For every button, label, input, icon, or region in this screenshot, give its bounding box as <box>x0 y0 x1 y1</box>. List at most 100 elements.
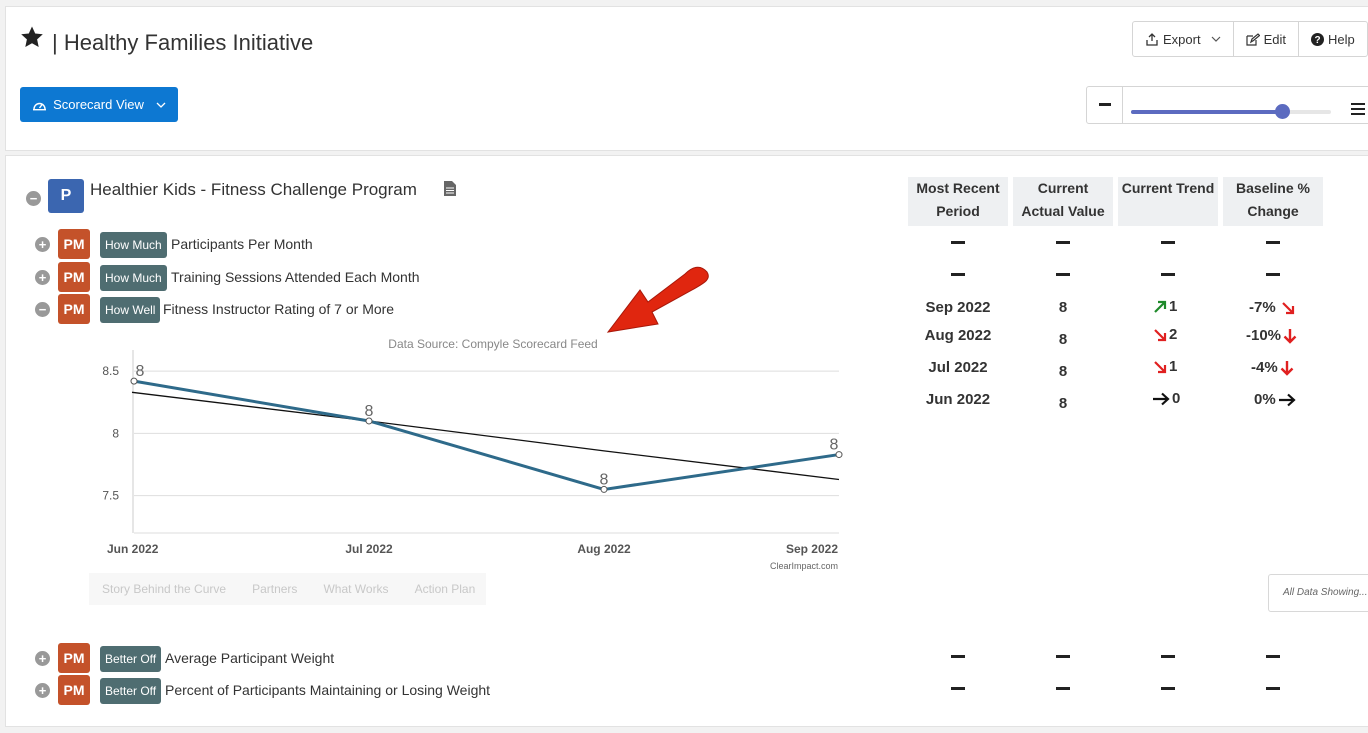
pm-badge: PM <box>58 262 90 292</box>
all-data-showing-button[interactable]: All Data Showing... <box>1268 574 1368 612</box>
chevron-down-icon <box>156 102 166 108</box>
period-cell: Sep 2022 <box>925 299 991 316</box>
baseline-cell: 0% <box>1254 391 1296 408</box>
chevron-down-icon <box>1211 36 1221 42</box>
period-cell: Aug 2022 <box>924 327 992 344</box>
empty-value <box>1266 655 1280 658</box>
x-tick-label: Jun 2022 <box>107 542 159 556</box>
baseline-cell: -4% <box>1251 359 1294 376</box>
arrow-down-icon <box>1283 328 1297 344</box>
program-badge: P <box>48 179 84 213</box>
value-cell: 8 <box>1058 331 1068 348</box>
empty-value <box>951 687 965 690</box>
trend-cell: 0 <box>1152 390 1180 407</box>
expand-measure-button[interactable]: + <box>35 683 50 698</box>
toolbar: Export Edit ? Help <box>1132 21 1368 57</box>
data-point <box>130 377 138 385</box>
y-tick-label: 8 <box>112 426 119 440</box>
empty-value <box>1266 687 1280 690</box>
dashboard-icon <box>33 102 47 111</box>
expand-measure-button[interactable]: + <box>35 237 50 252</box>
data-label: 8 <box>365 403 374 420</box>
category-badge: How Well <box>100 297 161 323</box>
measure-name[interactable]: Percent of Participants Maintaining or L… <box>165 682 491 698</box>
menu-icon[interactable] <box>1351 103 1365 118</box>
arrow-down-right-icon <box>1154 360 1167 373</box>
category-badge: Better Off <box>100 678 162 704</box>
header-current-actual-value: Current Actual Value <box>1013 177 1113 226</box>
value-cell: 8 <box>1058 395 1068 412</box>
export-label: Export <box>1163 31 1201 47</box>
tab-action-plan[interactable]: Action Plan <box>414 582 476 596</box>
pm-badge: PM <box>58 643 90 673</box>
zoom-divider <box>1122 87 1123 123</box>
arrow-down-icon <box>1280 360 1294 376</box>
empty-value <box>951 655 965 658</box>
series-line <box>133 379 840 491</box>
period-cell: Jul 2022 <box>928 359 988 376</box>
empty-value <box>1266 273 1280 276</box>
zoom-slider-handle[interactable] <box>1275 104 1290 119</box>
page-title: | Healthy Families Initiative <box>52 30 314 55</box>
scorecard-view-label: Scorecard View <box>53 97 144 112</box>
header-baseline-change: Baseline % Change <box>1223 177 1323 226</box>
measure-detail-tabs: Story Behind the Curve Partners What Wor… <box>89 573 486 605</box>
trend-cell: 1 <box>1153 298 1177 315</box>
measure-name[interactable]: Average Participant Weight <box>165 650 335 666</box>
tab-what-works[interactable]: What Works <box>323 582 389 596</box>
y-tick-label: 8.5 <box>102 364 119 378</box>
edit-button[interactable]: Edit <box>1234 22 1299 56</box>
pm-badge: PM <box>58 675 90 705</box>
empty-value <box>1056 687 1070 690</box>
tab-partners[interactable]: Partners <box>252 582 298 596</box>
category-badge: How Much <box>100 232 167 258</box>
zoom-out-icon[interactable] <box>1099 103 1111 106</box>
document-icon[interactable] <box>444 181 456 196</box>
value-cell: 8 <box>1058 299 1068 316</box>
baseline-cell: -10% <box>1246 327 1297 344</box>
tab-story-behind-the-curve[interactable]: Story Behind the Curve <box>102 582 227 596</box>
program-title[interactable]: Healthier Kids - Fitness Challenge Progr… <box>90 180 417 199</box>
category-badge: How Much <box>100 265 167 291</box>
collapse-measure-button[interactable]: − <box>35 302 50 317</box>
scorecard-panel <box>5 155 1368 727</box>
period-cell: Jun 2022 <box>925 391 991 408</box>
zoom-control <box>1086 86 1368 124</box>
svg-text:?: ? <box>1314 35 1320 46</box>
header-current-trend: Current Trend <box>1118 177 1218 226</box>
export-icon <box>1146 32 1158 46</box>
zoom-slider-fill <box>1131 110 1281 114</box>
empty-value <box>1056 655 1070 658</box>
empty-value <box>1161 687 1175 690</box>
scorecard-view-button[interactable]: Scorecard View <box>20 87 178 122</box>
data-point <box>835 451 843 459</box>
measure-name[interactable]: Training Sessions Attended Each Month <box>171 269 420 285</box>
data-label: 8 <box>600 471 609 488</box>
data-point <box>365 417 373 425</box>
trend-line <box>131 391 840 481</box>
trend-cell: 1 <box>1153 358 1177 375</box>
x-tick-label: Aug 2022 <box>577 542 631 556</box>
arrow-down-right-icon <box>1154 328 1167 341</box>
chart-credit[interactable]: ClearImpact.com <box>770 561 838 571</box>
favorite-star-icon[interactable] <box>20 25 44 49</box>
collapse-program-button[interactable]: − <box>26 191 41 206</box>
help-icon: ? <box>1310 32 1324 46</box>
export-button[interactable]: Export <box>1133 22 1234 56</box>
pm-badge: PM <box>58 229 90 259</box>
expand-measure-button[interactable]: + <box>35 651 50 666</box>
annotation-arrow-icon <box>606 266 709 333</box>
measure-name[interactable]: Fitness Instructor Rating of 7 or More <box>163 301 395 317</box>
measure-name[interactable]: Participants Per Month <box>171 236 313 252</box>
empty-value <box>951 241 965 244</box>
arrow-down-right-icon <box>1281 301 1294 314</box>
baseline-cell: -7% <box>1249 299 1295 316</box>
empty-value <box>951 273 965 276</box>
empty-value <box>1056 241 1070 244</box>
expand-measure-button[interactable]: + <box>35 270 50 285</box>
trend-cell: 2 <box>1153 326 1177 343</box>
help-button[interactable]: ? Help <box>1299 22 1367 56</box>
help-label: Help <box>1327 31 1355 47</box>
edit-icon <box>1245 32 1260 46</box>
edit-label: Edit <box>1263 31 1286 47</box>
